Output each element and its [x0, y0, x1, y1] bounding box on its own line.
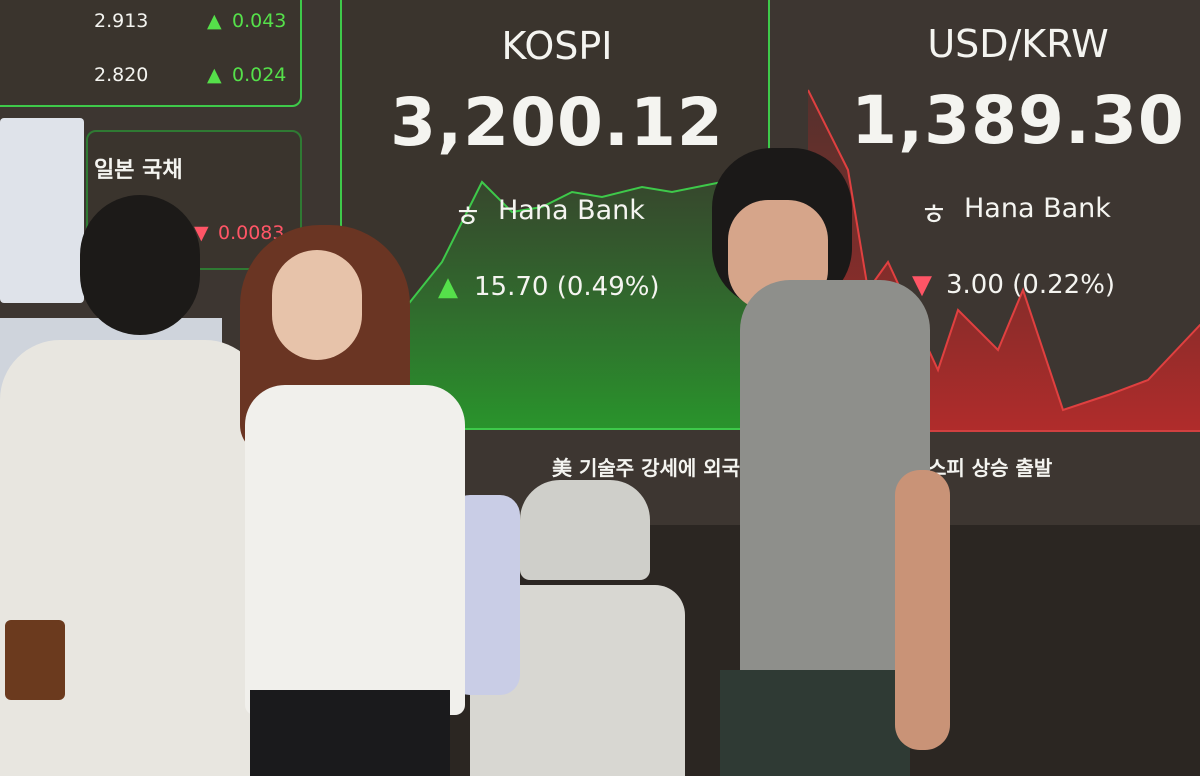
usdkrw-change: 3.00 (0.22%) [946, 270, 1116, 300]
usdkrw-value: 1,389.30 [851, 82, 1185, 159]
news-ticker-right: 스피 상승 출발 [928, 456, 1053, 480]
kospi-value: 3,200.12 [390, 84, 724, 161]
person-pants [720, 670, 910, 776]
hana-logo-icon: ㅎ [454, 200, 482, 235]
person-white-blouse [245, 385, 465, 715]
usdkrw-sponsor: Hana Bank [964, 193, 1111, 224]
japan-bond-change: 0.0083 [218, 222, 285, 244]
down-arrow-icon: ▼ [912, 270, 932, 300]
kospi-line [401, 171, 768, 313]
kospi-title: KOSPI [501, 24, 613, 68]
hana-logo-icon: ㅎ [920, 198, 948, 233]
news-ticker-left: 美 기술주 강세에 외국 [552, 456, 741, 480]
bond-change-1: 0.043 [232, 10, 287, 32]
bond-value-1: 2.913 [94, 10, 149, 32]
japan-bond-label: 일본 국채 [94, 158, 183, 183]
drink-cup [5, 620, 65, 700]
person-face [272, 250, 362, 360]
person-skirt [250, 690, 450, 776]
kospi-change: 15.70 (0.49%) [474, 272, 660, 302]
kospi-area [402, 172, 768, 428]
up-arrow-icon: ▲ [438, 272, 458, 302]
up-arrow-icon: ▲ [207, 10, 222, 32]
kospi-sponsor: Hana Bank [498, 195, 645, 226]
person-back-shirt [0, 340, 265, 776]
kospi-chart [401, 171, 768, 428]
bond-value-2: 2.820 [94, 64, 149, 86]
usdkrw-title: USD/KRW [927, 22, 1109, 66]
monitor [0, 118, 84, 303]
person-arm [895, 470, 950, 750]
office-chair [520, 480, 650, 580]
person-head [80, 195, 200, 335]
up-arrow-icon: ▲ [207, 64, 222, 86]
bond-yield-panel: 2.913 ▲ 0.043 2.820 ▲ 0.024 [0, 0, 302, 107]
bond-change-2: 0.024 [232, 64, 287, 86]
